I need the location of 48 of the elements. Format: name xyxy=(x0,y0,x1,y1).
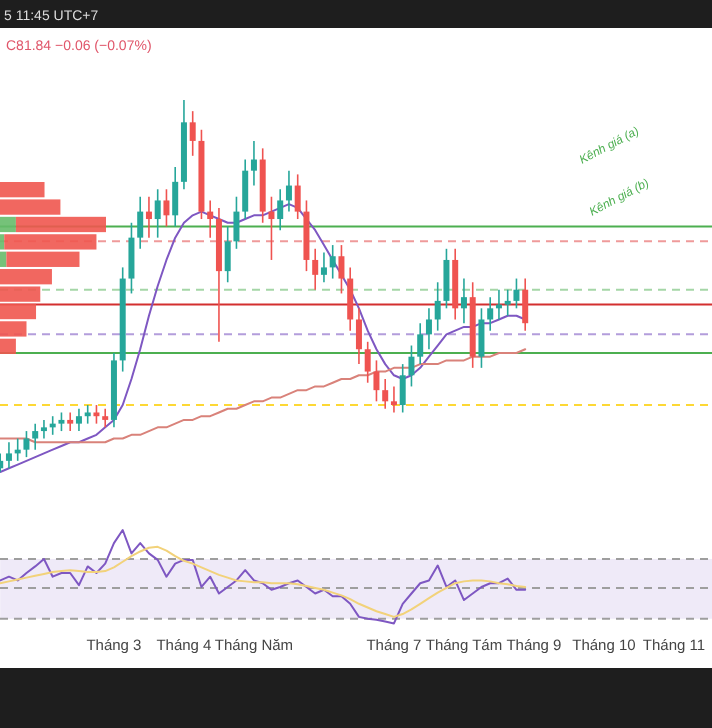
candlestick xyxy=(355,307,362,365)
candlestick xyxy=(487,296,494,332)
candlestick xyxy=(399,363,406,414)
candlestick xyxy=(277,188,284,231)
candlestick xyxy=(189,110,196,157)
candlestick xyxy=(320,251,327,284)
candlestick xyxy=(233,195,240,250)
candlestick xyxy=(513,277,520,310)
candlestick xyxy=(242,158,249,220)
candlestick xyxy=(460,277,467,324)
candlestick xyxy=(32,422,39,451)
candlestick xyxy=(172,166,179,228)
candlestick xyxy=(390,385,397,414)
candlestick xyxy=(382,378,389,410)
candlestick xyxy=(312,248,319,291)
candlestick xyxy=(417,322,424,365)
candlestick xyxy=(522,277,529,332)
candlestick xyxy=(224,225,231,284)
candlestick xyxy=(102,407,109,429)
candlestick xyxy=(347,266,354,332)
candlestick xyxy=(128,221,135,295)
candlestick xyxy=(154,188,161,239)
candlestick xyxy=(268,195,275,261)
candlestick xyxy=(434,281,441,332)
candlestick xyxy=(137,195,144,250)
candlestick xyxy=(338,244,345,295)
candlestick xyxy=(443,248,450,310)
candlestick xyxy=(145,195,152,239)
candlestick xyxy=(75,407,82,432)
candlestick xyxy=(5,441,12,470)
candlestick xyxy=(373,359,380,403)
candlestick xyxy=(207,199,214,239)
candlestick xyxy=(294,173,301,220)
candlestick xyxy=(163,188,170,228)
candlestick xyxy=(67,411,74,432)
candlestick xyxy=(478,307,485,369)
candlestick xyxy=(93,404,100,425)
candlestick xyxy=(84,404,91,425)
candlestick xyxy=(23,430,30,458)
candlestick xyxy=(285,169,292,213)
candlestick xyxy=(40,419,47,440)
candlestick xyxy=(364,341,371,384)
candlestick xyxy=(504,288,511,317)
candlestick xyxy=(408,344,415,388)
candlestick xyxy=(329,244,336,280)
candlestick xyxy=(425,307,432,351)
candlestick xyxy=(58,411,65,432)
candlestick xyxy=(250,140,257,187)
